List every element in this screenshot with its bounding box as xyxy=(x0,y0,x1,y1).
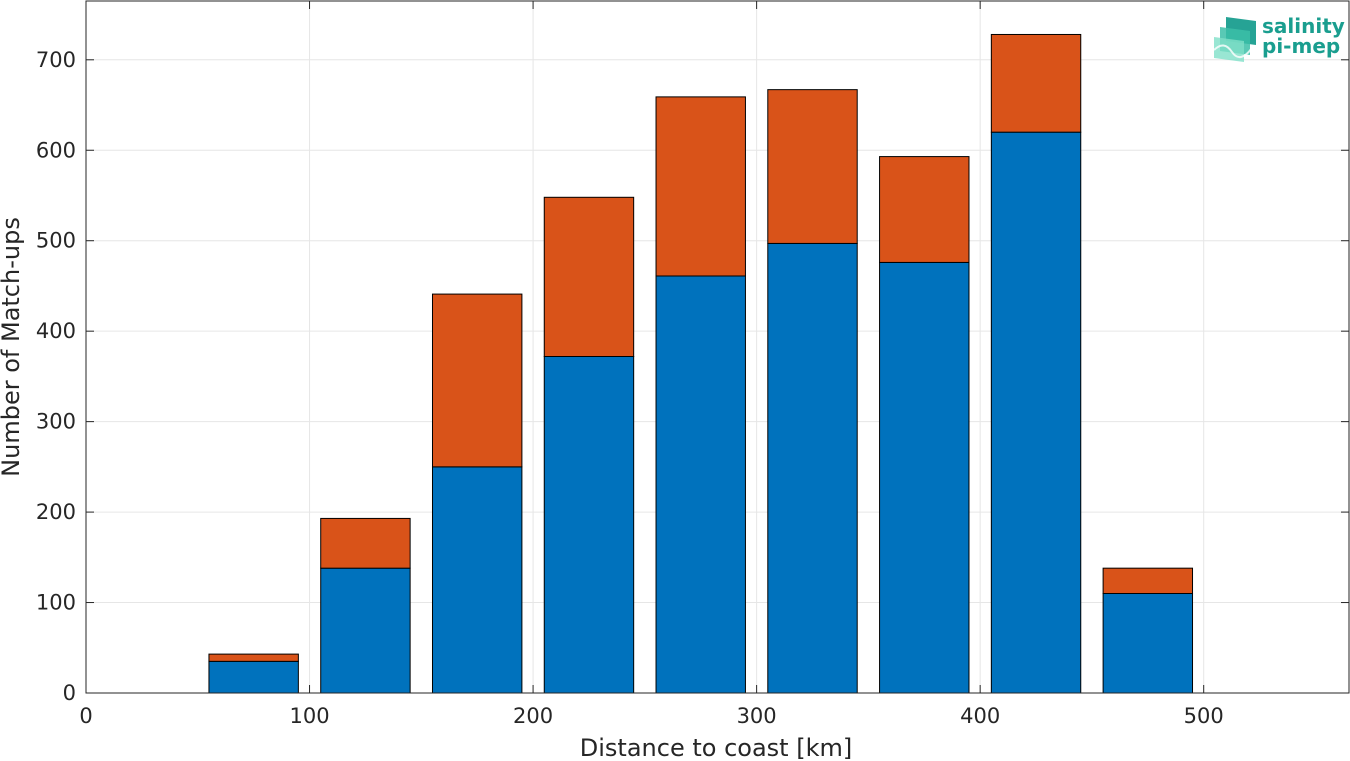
bar-segment-2 xyxy=(990,33,1082,133)
bar-segment-2 xyxy=(1102,567,1194,594)
y-tick-label: 200 xyxy=(36,500,76,524)
bar-segment-1 xyxy=(1102,592,1194,694)
y-tick-label: 700 xyxy=(36,48,76,72)
bar-segment-1 xyxy=(655,275,746,694)
bar-segment-1 xyxy=(990,131,1082,694)
bar-segment-2 xyxy=(655,96,746,277)
bar-segment-1 xyxy=(767,242,858,694)
x-axis-label: Distance to coast [km] xyxy=(580,734,852,761)
y-tick-label: 300 xyxy=(36,410,76,434)
axis-ticks xyxy=(85,1,1349,694)
y-tick-label: 400 xyxy=(36,319,76,343)
bar-segment-2 xyxy=(320,517,411,569)
x-tick-label: 100 xyxy=(289,704,329,728)
bar-segment-1 xyxy=(208,660,299,694)
logo-mark-icon xyxy=(1213,17,1256,62)
y-tick-label: 500 xyxy=(36,229,76,253)
y-tick-label: 0 xyxy=(63,681,76,705)
x-tick-label: 500 xyxy=(1184,704,1224,728)
bar-segment-2 xyxy=(767,89,858,244)
bar-segment-1 xyxy=(543,355,635,694)
bar-segment-1 xyxy=(431,466,523,694)
y-tick-labels: 0 100 200 300 400 500 600 700 xyxy=(36,48,76,705)
logo-line2: pi-mep xyxy=(1262,34,1340,58)
y-axis-label: Number of Match-ups xyxy=(0,217,25,477)
logo-line1: salinity xyxy=(1262,14,1345,38)
x-tick-label: 200 xyxy=(513,704,553,728)
bar-segment-1 xyxy=(320,567,411,694)
x-tick-label: 400 xyxy=(960,704,1000,728)
axes-box xyxy=(85,0,1350,694)
bar-segment-2 xyxy=(208,653,299,662)
x-tick-labels: 0 100 200 300 400 500 xyxy=(79,704,1223,728)
bar-segment-1 xyxy=(879,261,970,694)
x-tick-label: 0 xyxy=(79,704,92,728)
y-tick-label: 600 xyxy=(36,138,76,162)
x-tick-label: 300 xyxy=(737,704,777,728)
bar-segment-2 xyxy=(879,156,970,263)
bar-segment-2 xyxy=(431,293,523,468)
bar-segment-2 xyxy=(543,196,635,357)
y-tick-label: 100 xyxy=(36,591,76,615)
salinity-pi-mep-logo: salinity pi-mep xyxy=(1213,14,1345,62)
bars xyxy=(97,33,1305,694)
